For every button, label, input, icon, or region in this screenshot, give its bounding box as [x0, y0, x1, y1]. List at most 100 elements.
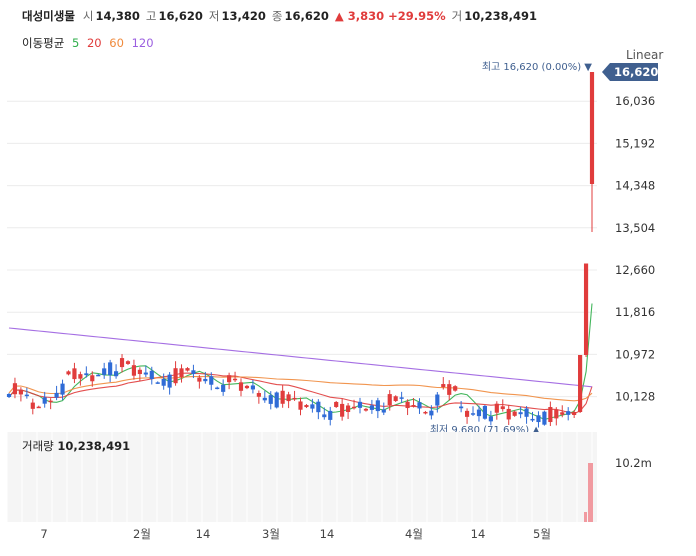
candle-body: [566, 411, 571, 415]
candle-body: [536, 415, 541, 423]
candle-body: [548, 407, 553, 423]
candle-body: [554, 409, 559, 419]
candle-body: [42, 397, 47, 404]
candle-body: [542, 411, 547, 425]
x-axis: 7 2월 14 3월 14 4월 14 5월: [40, 527, 551, 541]
moving-average-label: 이동평균: [22, 36, 65, 50]
candle-body: [54, 392, 59, 398]
candle-body: [381, 409, 386, 413]
candle-body: [167, 374, 172, 388]
y-tick-label: 13,504: [615, 221, 655, 235]
candle-body: [113, 371, 119, 377]
y-axis: 16,036 15,192 14,348 13,504 12,660 11,816 10,9…: [602, 63, 658, 404]
candle-body: [6, 394, 12, 397]
candle-body: [310, 404, 315, 409]
candle-body: [387, 394, 392, 406]
candle-body: [131, 365, 137, 376]
candle-body: [215, 387, 220, 390]
candle-body: [78, 374, 83, 379]
candle-body: [72, 368, 77, 380]
y-tick-label: 16,036: [615, 94, 655, 108]
x-tick-label: 14: [320, 527, 335, 541]
candle-body: [250, 385, 255, 390]
candle-body: [500, 406, 505, 410]
y-tick-label: 10,128: [615, 390, 655, 404]
stock-header: 대성미생물 시 14,380 고 16,620 저 13,420 종 16,62…: [22, 6, 543, 26]
candle-body: [476, 409, 482, 417]
open-value: 14,380: [95, 9, 140, 23]
candle-body: [36, 406, 41, 409]
candle-body: [470, 413, 476, 415]
y-tick-label: 11,816: [615, 305, 655, 319]
moving-average-legend[interactable]: 이동평균 5 20 60 120: [22, 35, 158, 51]
candle-body: [179, 368, 184, 378]
candle-body: [429, 410, 434, 416]
candle-body: [560, 412, 565, 415]
volume-panel-title: 거래량 10,238,491: [22, 438, 130, 454]
y-tick-label: 14,348: [615, 179, 655, 193]
candle-body: [119, 358, 125, 368]
x-tick-label: 2월: [133, 527, 151, 541]
annotations: 최고 16,620 (0.00%) ▼최저 9,680 (71.69%) ▲: [430, 61, 592, 436]
candle-body: [292, 397, 297, 400]
candle-body: [185, 368, 190, 371]
candle-body: [363, 408, 369, 411]
high-label: 고: [145, 9, 157, 23]
ma-period-120: 120: [131, 36, 154, 50]
candle-body: [227, 375, 232, 383]
candle-body: [488, 416, 493, 422]
volume-bars: 10.2m: [584, 456, 652, 522]
candle-body: [512, 411, 517, 416]
change-amount: 3,830: [347, 9, 385, 23]
candle-body: [464, 410, 470, 417]
volume-axis-label: 10.2m: [615, 456, 652, 470]
x-tick-label: 7: [40, 527, 47, 541]
low-label: 저: [208, 9, 220, 23]
volume-grid: [6, 432, 593, 522]
close-value: 16,620: [284, 9, 329, 23]
ma-period-60: 60: [109, 36, 124, 50]
candle-body: [30, 402, 35, 409]
candle-body: [143, 372, 148, 375]
candle-body: [84, 373, 89, 376]
candle-body: [304, 405, 309, 408]
last-price-tag: [602, 63, 658, 81]
candle-body: [155, 382, 160, 384]
ma60-line: [8, 375, 593, 402]
candle-body: [506, 408, 511, 420]
candle-body: [583, 263, 589, 355]
candle-body: [262, 397, 267, 401]
candle-body: [399, 397, 404, 399]
low-value: 13,420: [221, 9, 266, 23]
volume-bar: [588, 463, 593, 522]
candle-body: [209, 376, 214, 385]
candle-body: [90, 375, 95, 382]
x-tick-label: 5월: [533, 527, 551, 541]
candle-body: [274, 392, 279, 408]
volume-panel-bg: [7, 432, 597, 522]
last-price-label: 16,620: [614, 65, 658, 79]
ma120-line: [8, 327, 593, 388]
candle-body: [482, 405, 488, 419]
close-label: 종: [271, 9, 283, 23]
candle-body: [447, 384, 452, 395]
candle-body: [524, 408, 529, 417]
candle-body: [197, 377, 202, 382]
candle-body: [12, 383, 18, 395]
candle-body: [530, 418, 535, 421]
ma-period-20: 20: [86, 36, 102, 50]
candle-body: [108, 362, 113, 376]
open-label: 시: [82, 9, 94, 23]
ma-period-5: 5: [71, 36, 80, 50]
volume-panel-label: 거래량: [22, 439, 54, 453]
candle-body: [125, 361, 131, 364]
scale-mode-toggle[interactable]: Linear: [626, 48, 664, 62]
candle-body: [405, 401, 410, 409]
y-tick-label: 12,660: [615, 263, 655, 277]
candle-body: [334, 401, 339, 407]
candle-body: [137, 369, 142, 375]
change-arrow-icon: ▲: [334, 9, 344, 23]
x-tick-label: 14: [471, 527, 486, 541]
candle-body: [96, 374, 101, 377]
